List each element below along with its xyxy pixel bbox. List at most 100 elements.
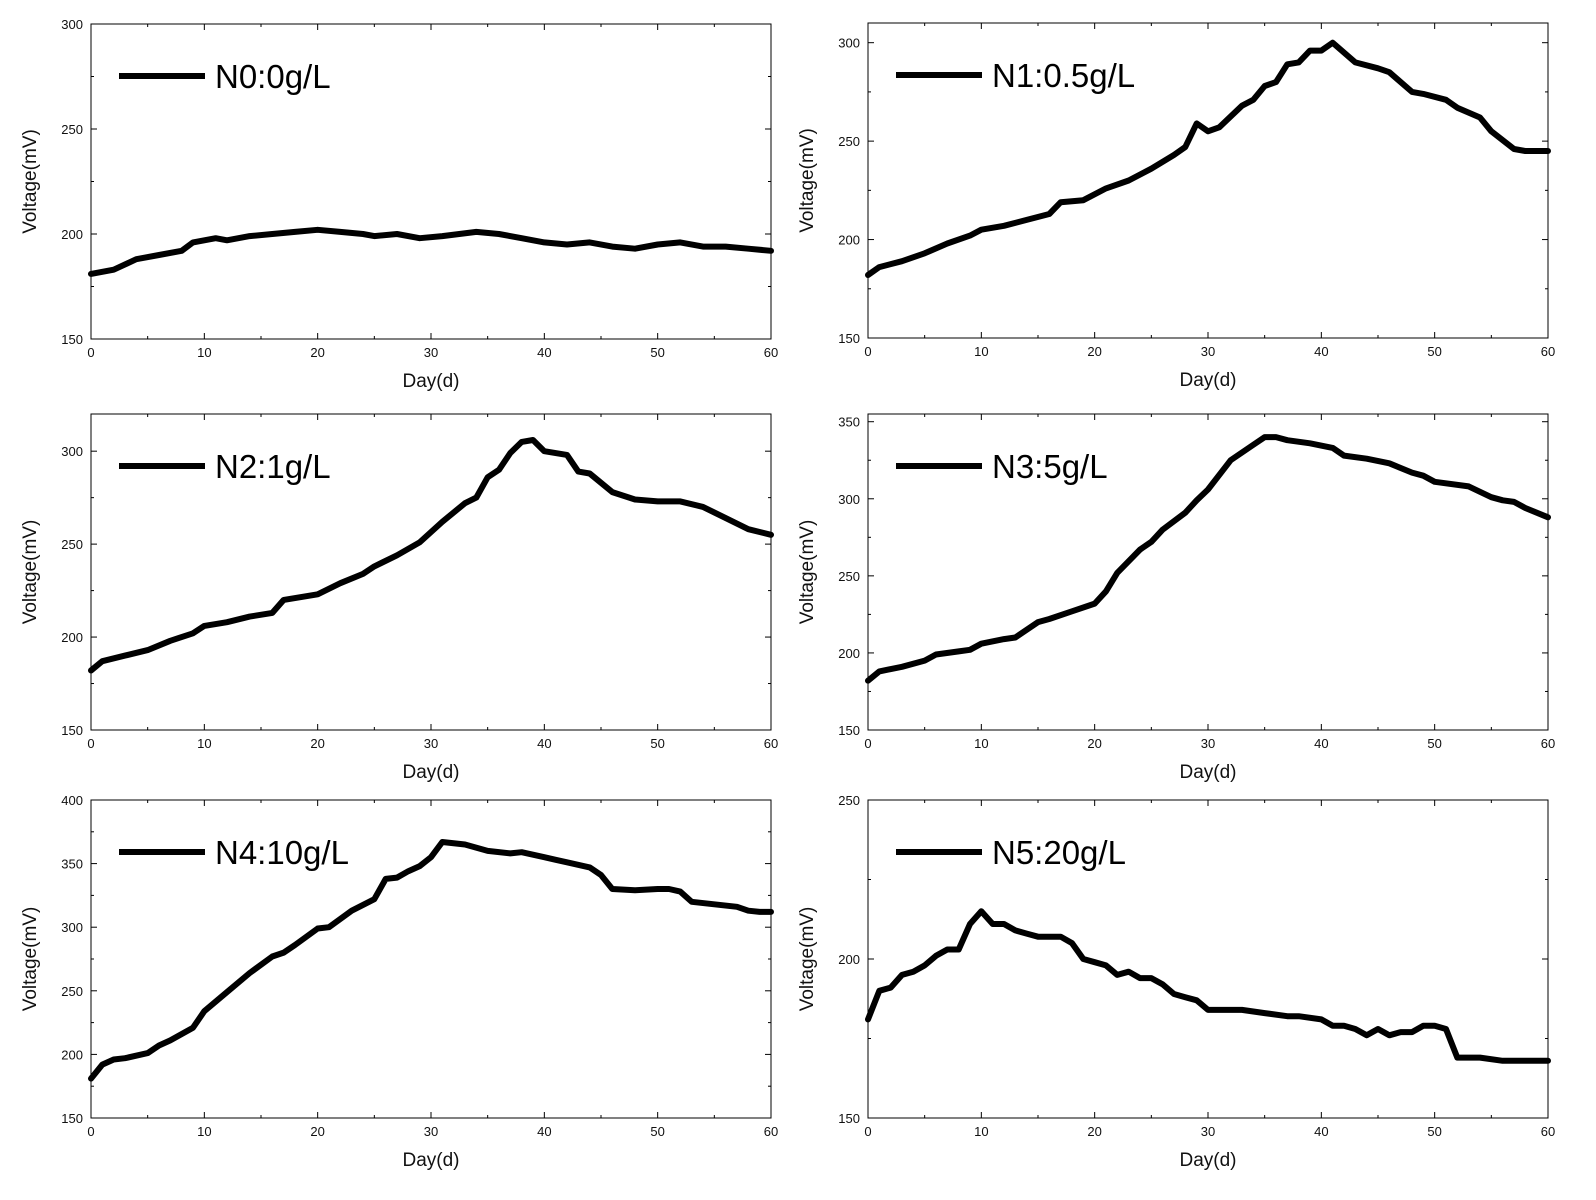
x-tick-label: 10 [197,345,211,360]
x-axis-title: Day(d) [402,371,459,392]
x-tick-label: 50 [650,1124,664,1139]
x-tick-label: 0 [864,736,871,751]
x-tick-label: 40 [537,736,551,751]
x-tick-label: 20 [310,736,324,751]
x-tick-label: 60 [1541,1124,1555,1139]
chart-panel-0: 0 10 20 30 40 50 60 150 200 250 300 Day(d) Voltage(m… [20,17,778,392]
y-tick-label: 200 [61,630,83,645]
y-tick-label: 300 [838,492,860,507]
x-tick-label: 0 [87,736,94,751]
x-tick-label: 40 [1314,736,1328,751]
legend-label: N2:1g/L [215,448,331,485]
x-axis-title: Day(d) [1179,370,1236,391]
legend-label: N3:5g/L [992,448,1108,485]
legend-label: N5:20g/L [992,834,1126,871]
x-tick-label: 0 [864,1124,871,1139]
x-tick-label: 50 [650,736,664,751]
x-axis-title: Day(d) [402,1150,459,1171]
y-tick-label: 200 [838,952,860,967]
x-tick-label: 60 [1541,736,1555,751]
y-tick-label: 150 [61,1111,83,1126]
x-tick-label: 50 [650,345,664,360]
x-tick-label: 20 [1087,344,1101,359]
y-tick-label: 150 [838,331,860,346]
plot-frame [867,799,1549,1119]
series-line-5-0 [865,908,1551,1064]
y-tick-label: 200 [838,646,860,661]
y-tick-label: 250 [838,569,860,584]
x-tick-label: 60 [764,736,778,751]
y-tick-label: 200 [61,227,83,242]
x-axis-title: Day(d) [1179,1150,1236,1171]
x-tick-label: 10 [974,344,988,359]
series-line-2-0 [88,437,774,674]
y-tick-label: 300 [61,920,83,935]
x-tick-label: 10 [974,736,988,751]
x-axis-title: Day(d) [1179,762,1236,783]
x-tick-label: 20 [1087,1124,1101,1139]
y-tick-label: 150 [838,723,860,738]
plot-frame [90,799,772,1119]
plot-frame [90,23,772,340]
chart-panel-4: 0 10 20 30 40 50 60 150 200 250 300 350 400 Day(d) Vol… [20,793,778,1171]
x-tick-label: 20 [1087,736,1101,751]
chart-panel-2: 0 10 20 30 40 50 60 150 200 250 300 Day(d) Voltage(m… [20,413,778,783]
x-tick-label: 10 [197,736,211,751]
x-tick-label: 40 [537,345,551,360]
x-axis-title: Day(d) [402,762,459,783]
x-tick-label: 0 [87,345,94,360]
y-tick-label: 400 [61,793,83,808]
y-tick-label: 350 [838,415,860,430]
x-tick-label: 30 [1201,344,1215,359]
y-tick-label: 250 [61,122,83,137]
x-tick-label: 60 [764,1124,778,1139]
x-tick-label: 10 [197,1124,211,1139]
x-tick-label: 40 [1314,344,1328,359]
y-tick-label: 200 [838,233,860,248]
x-tick-label: 40 [537,1124,551,1139]
y-axis-title: Voltage(mV) [797,907,818,1012]
y-axis-title: Voltage(mV) [797,520,818,625]
x-tick-label: 50 [1427,344,1441,359]
y-tick-label: 300 [838,36,860,51]
legend-label: N4:10g/L [215,834,349,871]
y-tick-label: 300 [61,444,83,459]
y-tick-label: 350 [61,857,83,872]
plot-frame [867,22,1549,339]
y-tick-label: 200 [61,1047,83,1062]
y-axis-title: Voltage(mV) [20,907,41,1012]
x-tick-label: 30 [1201,1124,1215,1139]
x-tick-label: 30 [1201,736,1215,751]
y-tick-label: 250 [838,793,860,808]
y-tick-label: 150 [838,1111,860,1126]
y-axis-title: Voltage(mV) [797,128,818,233]
y-axis-title: Voltage(mV) [20,520,41,625]
y-axis-title: Voltage(mV) [20,129,41,234]
plot-frame [90,413,772,731]
plot-frame [867,413,1549,731]
y-tick-label: 250 [838,134,860,149]
x-tick-label: 20 [310,1124,324,1139]
x-tick-label: 50 [1427,1124,1441,1139]
x-tick-label: 40 [1314,1124,1328,1139]
chart-panel-1: 0 10 20 30 40 50 60 150 200 250 300 Day(d) Voltage(m… [797,22,1555,391]
y-tick-label: 250 [61,537,83,552]
series-line-0-0 [88,226,774,277]
x-tick-label: 0 [87,1124,94,1139]
series-line-4-0 [88,839,774,1082]
x-tick-label: 30 [424,1124,438,1139]
chart-panel-5: 0 10 20 30 40 50 60 150 200 250 Day(d) Voltage(mV) N… [797,793,1555,1171]
series-line-1-0 [865,39,1551,278]
x-tick-label: 50 [1427,736,1441,751]
chart-panel-3: 0 10 20 30 40 50 60 150 200 250 300 350 Day(d) Voltag… [797,413,1555,783]
x-tick-label: 60 [764,345,778,360]
y-tick-label: 150 [61,723,83,738]
x-tick-label: 0 [864,344,871,359]
series-line-3-0 [865,434,1551,684]
x-tick-label: 30 [424,345,438,360]
y-tick-label: 250 [61,984,83,999]
legend-label: N1:0.5g/L [992,57,1135,94]
legend-label: N0:0g/L [215,58,331,95]
x-tick-label: 20 [310,345,324,360]
